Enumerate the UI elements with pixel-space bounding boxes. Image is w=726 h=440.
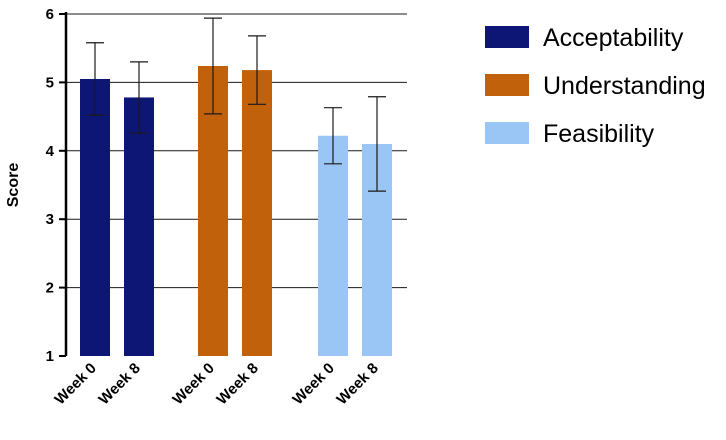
y-tick-label: 3 <box>46 211 54 228</box>
x-tick-label: Week 0 <box>169 360 217 408</box>
legend: Acceptability Understanding Feasibility <box>485 24 706 148</box>
bar <box>318 135 348 356</box>
y-tick-label: 5 <box>46 74 54 91</box>
y-axis-label: Score <box>5 163 22 208</box>
legend-swatch <box>485 122 529 144</box>
x-tick-label: Week 8 <box>213 360 261 408</box>
bar <box>124 97 154 356</box>
bar <box>80 78 110 356</box>
x-tick-label: Week 0 <box>51 360 99 408</box>
legend-label: Understanding <box>543 72 706 100</box>
x-tick-label: Week 0 <box>289 360 337 408</box>
x-tick-label: Week 8 <box>95 360 143 408</box>
legend-label: Feasibility <box>543 120 655 148</box>
y-tick-label: 2 <box>46 280 54 297</box>
bar <box>242 70 272 356</box>
legend-swatch <box>485 74 529 96</box>
legend-swatch <box>485 26 529 48</box>
y-tick-label: 6 <box>46 6 54 23</box>
y-tick-label: 4 <box>46 143 55 160</box>
y-tick-label: 1 <box>46 348 54 365</box>
legend-label: Acceptability <box>543 24 684 52</box>
x-tick-label: Week 8 <box>333 360 381 408</box>
